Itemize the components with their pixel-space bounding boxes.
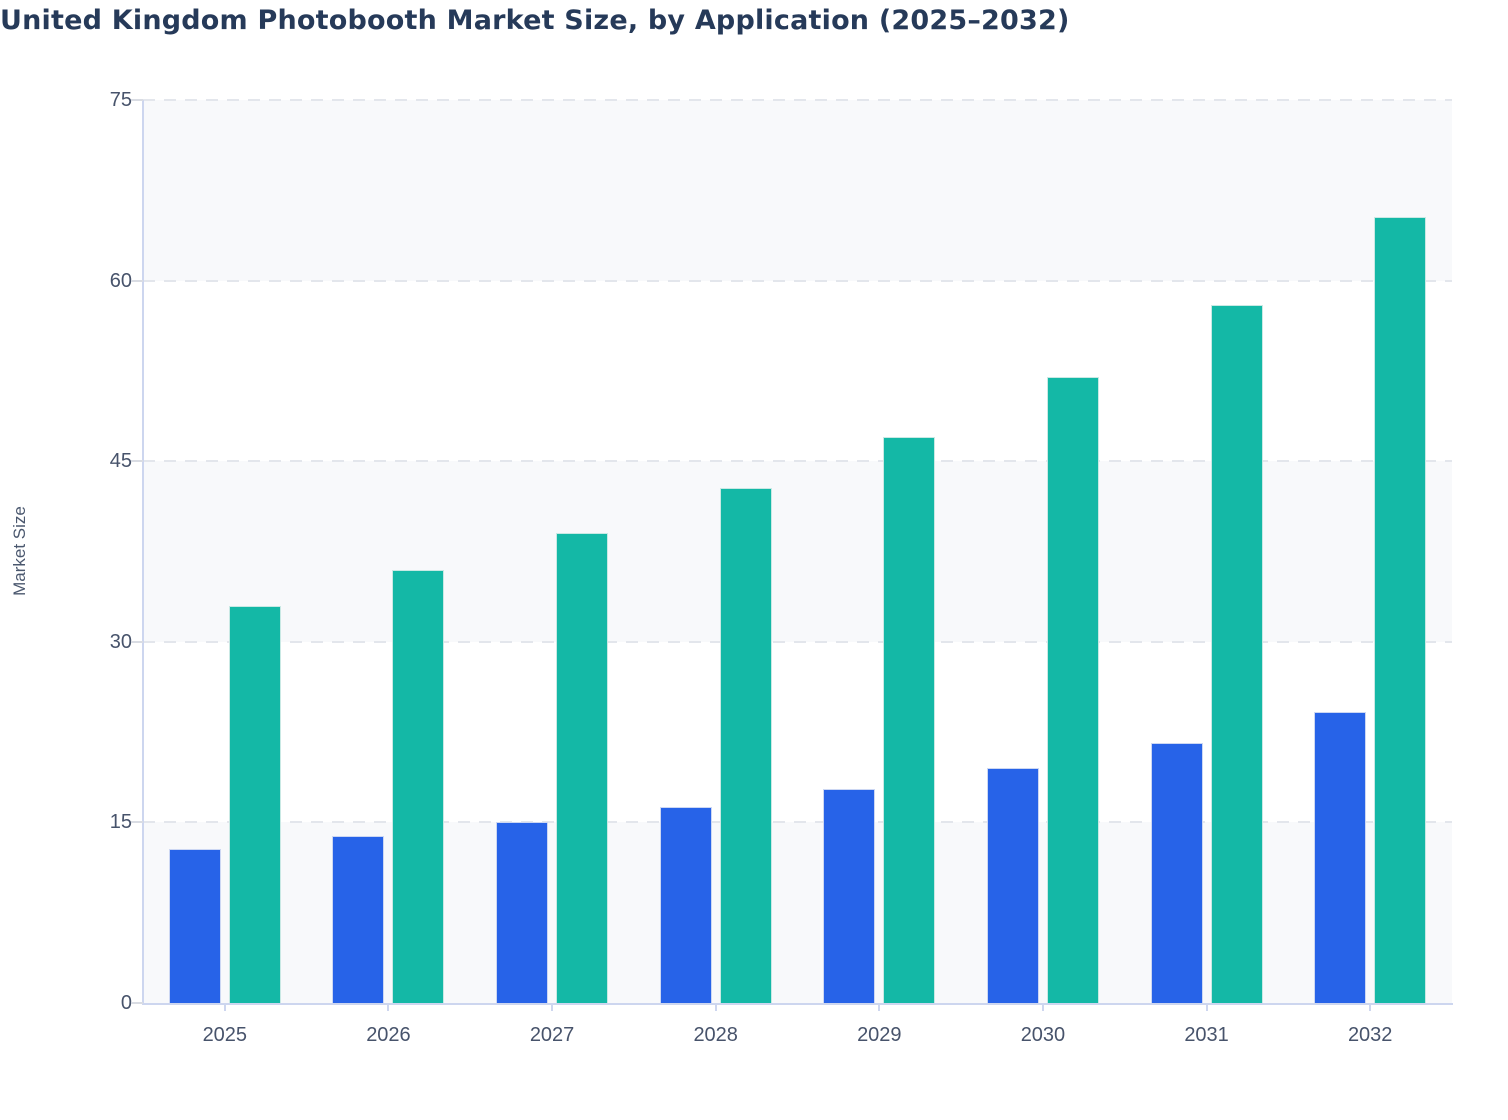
x-axis-tick	[714, 1003, 717, 1011]
y-axis-tick-label: 75	[109, 89, 132, 111]
y-axis-line	[142, 100, 144, 1005]
plot-background-band	[143, 100, 1452, 281]
x-axis-tick-label: 2029	[857, 1024, 902, 1046]
bar-blue-2026[interactable]	[332, 835, 385, 1003]
x-axis-tick-label: 2025	[202, 1024, 248, 1046]
x-axis-baseline	[143, 1003, 1453, 1005]
bar-teal-2028[interactable]	[719, 487, 772, 1003]
plot-area	[143, 99, 1452, 1003]
grid-line	[143, 99, 1452, 102]
y-axis-tick	[131, 279, 143, 282]
bar-blue-2029[interactable]	[823, 788, 876, 1003]
x-axis-tick-label: 2030	[1020, 1024, 1066, 1046]
y-axis-tick-label: 30	[109, 630, 132, 653]
bar-blue-2032[interactable]	[1314, 711, 1367, 1003]
bar-teal-2026[interactable]	[392, 569, 445, 1003]
grid-line	[143, 640, 1452, 643]
y-axis-tick-label: 0	[120, 992, 132, 1014]
bar-blue-2031[interactable]	[1150, 742, 1203, 1003]
bar-blue-2027[interactable]	[496, 822, 549, 1003]
y-axis-title: Market Size	[10, 506, 29, 596]
bar-teal-2032[interactable]	[1374, 216, 1427, 1003]
y-axis-tick	[131, 99, 143, 101]
bar-blue-2025[interactable]	[168, 848, 221, 1003]
grid-line	[143, 460, 1452, 463]
bar-teal-2031[interactable]	[1210, 304, 1263, 1003]
chart-title: United Kingdom Photobooth Market Size, b…	[0, 5, 1070, 36]
grid-line	[143, 279, 1452, 282]
x-axis-tick	[878, 1003, 881, 1011]
bar-blue-2030[interactable]	[986, 768, 1039, 1003]
x-axis-tick	[1369, 1003, 1372, 1011]
grid-line	[143, 821, 1452, 824]
bar-teal-2030[interactable]	[1046, 376, 1099, 1003]
x-axis-tick	[1205, 1003, 1208, 1011]
x-axis-tick-label: 2031	[1184, 1024, 1229, 1046]
y-axis-tick	[131, 821, 143, 824]
bar-teal-2025[interactable]	[228, 605, 281, 1003]
x-axis-tick-label: 2026	[366, 1024, 411, 1046]
x-axis-tick-label: 2027	[529, 1024, 575, 1046]
x-axis-tick	[223, 1003, 226, 1011]
y-axis-tick	[131, 1002, 143, 1004]
bar-blue-2028[interactable]	[659, 806, 712, 1003]
y-axis-tick-label: 45	[109, 450, 132, 473]
x-axis-tick-label: 2028	[693, 1024, 738, 1046]
y-axis-tick	[131, 460, 143, 463]
x-axis-tick	[387, 1003, 390, 1011]
bar-teal-2027[interactable]	[556, 533, 609, 1003]
x-axis-tick	[551, 1003, 554, 1011]
x-axis-tick-label: 2032	[1347, 1024, 1393, 1046]
y-axis-tick-label: 15	[109, 811, 132, 834]
bar-teal-2029[interactable]	[883, 437, 936, 1003]
y-axis-tick	[131, 640, 143, 643]
y-axis-tick-label: 60	[109, 269, 132, 292]
x-axis-tick	[1041, 1003, 1044, 1011]
